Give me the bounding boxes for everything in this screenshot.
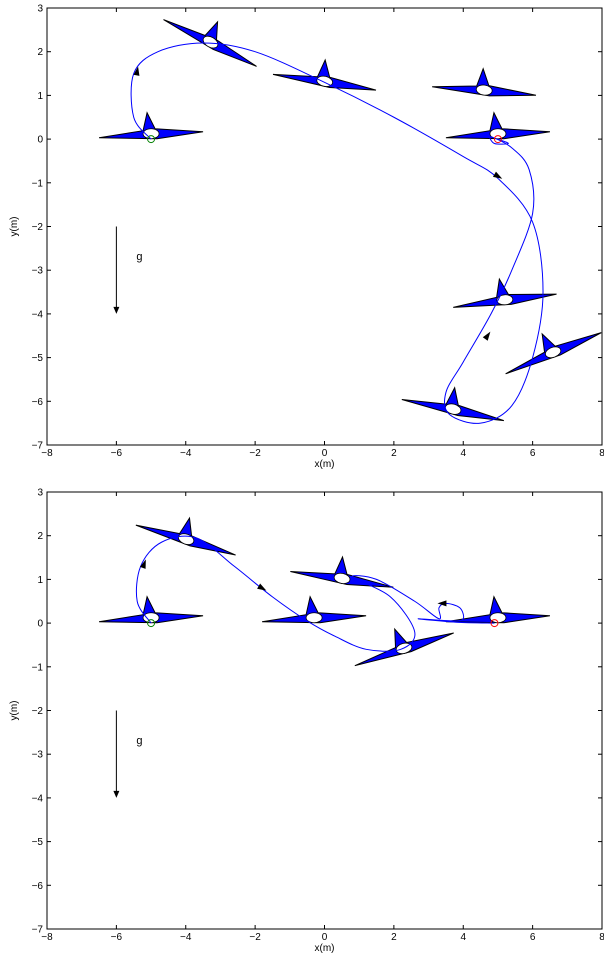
glider-wing xyxy=(445,111,551,140)
glider-wing xyxy=(505,332,602,375)
x-tick-label: 0 xyxy=(322,932,328,943)
glider-wing xyxy=(453,277,557,308)
gravity-label: g xyxy=(136,735,142,747)
glider-snapshot xyxy=(505,332,602,375)
y-tick-label: 3 xyxy=(37,488,43,499)
y-tick-label: 1 xyxy=(37,91,43,102)
glider-body xyxy=(202,35,219,49)
y-tick-label: −5 xyxy=(32,353,44,364)
y-tick-label: −4 xyxy=(32,309,44,320)
glider-snapshot xyxy=(290,555,394,588)
y-axis-label: y(m) xyxy=(9,217,20,237)
x-axis-label: x(m) xyxy=(315,943,335,954)
y-tick-label: −6 xyxy=(32,881,44,892)
x-tick-label: −4 xyxy=(180,932,192,943)
gravity-arrow-head xyxy=(113,306,120,314)
axes-box xyxy=(46,491,603,930)
x-tick-label: 2 xyxy=(391,932,397,943)
x-axis-label: x(m) xyxy=(315,459,335,470)
glider-wing xyxy=(432,67,537,97)
y-tick-label: −6 xyxy=(32,397,44,408)
trajectory-line xyxy=(130,42,544,424)
direction-arrow xyxy=(139,559,146,569)
y-tick-label: −2 xyxy=(32,706,44,717)
glider-snapshot xyxy=(432,67,537,97)
y-tick-label: −7 xyxy=(32,925,44,936)
bottom-plot: −8 −6 −4 −2 0 2 4 6 8 −7 −6 −5 −4 −3 −2 −1 0 1 2 3 x(m) y(m) g xyxy=(9,488,604,955)
glider-body xyxy=(496,294,514,306)
glider-snapshot xyxy=(163,19,257,67)
y-tick-label: 2 xyxy=(37,531,43,542)
x-tick-label: 4 xyxy=(460,448,466,459)
y-tick-label: −3 xyxy=(32,750,44,761)
glider-wing xyxy=(98,111,204,140)
glider-snapshot xyxy=(453,277,557,308)
x-tick-label: 6 xyxy=(530,932,536,943)
y-tick-label: −1 xyxy=(32,662,44,673)
glider-snapshot xyxy=(272,58,377,91)
glider-wing xyxy=(163,19,257,67)
y-tick-label: −4 xyxy=(32,793,44,804)
y-tick-label: −7 xyxy=(32,441,44,452)
start-marker xyxy=(147,619,156,628)
x-tick-label: 0 xyxy=(322,448,328,459)
start-marker xyxy=(147,135,156,144)
direction-arrow xyxy=(133,66,140,76)
glider-snapshot xyxy=(354,627,454,667)
direction-arrow xyxy=(492,171,503,179)
direction-arrow xyxy=(257,583,267,591)
x-tick-label: 2 xyxy=(391,448,397,459)
x-tick-label: 8 xyxy=(599,448,604,459)
end-marker xyxy=(493,135,502,144)
glider-body xyxy=(333,572,351,584)
glider-body xyxy=(142,612,160,624)
top-plot: −8 −6 −4 −2 0 2 4 6 8 −7 −6 −5 −4 −3 −2 −1 0 1 2 3 x(m) y(m) g xyxy=(9,4,604,471)
direction-arrow xyxy=(482,331,491,341)
glider-snapshot xyxy=(262,595,367,624)
y-tick-label: 1 xyxy=(37,575,43,586)
y-tick-label: 3 xyxy=(37,4,43,15)
y-tick-label: 0 xyxy=(37,619,43,630)
glider-snapshot xyxy=(445,111,551,140)
x-tick-label: −6 xyxy=(111,448,123,459)
y-tick-label: −5 xyxy=(32,837,44,848)
y-tick-label: −1 xyxy=(32,178,44,189)
glider-snapshot xyxy=(135,516,236,556)
gravity-arrow-head xyxy=(113,790,120,798)
y-tick-label: −3 xyxy=(32,266,44,277)
y-axis-label: y(m) xyxy=(9,701,20,721)
direction-arrow xyxy=(437,600,447,607)
x-tick-label: −2 xyxy=(249,448,261,459)
glider-wing xyxy=(272,58,377,91)
x-tick-label: −6 xyxy=(111,932,123,943)
glider-body xyxy=(489,128,507,140)
x-tick-label: −2 xyxy=(249,932,261,943)
end-marker xyxy=(490,619,499,628)
glider-wing xyxy=(354,627,454,667)
glider-wing xyxy=(445,595,551,624)
x-tick-label: 6 xyxy=(530,448,536,459)
x-tick-label: −8 xyxy=(41,448,53,459)
glider-body xyxy=(305,612,323,624)
x-tick-label: 8 xyxy=(599,932,604,943)
x-tick-label: −8 xyxy=(41,932,53,943)
glider-body xyxy=(475,84,493,96)
y-tick-label: 0 xyxy=(37,135,43,146)
glider-wing xyxy=(262,595,367,624)
y-tick-label: −2 xyxy=(32,222,44,233)
glider-body xyxy=(544,346,562,359)
x-tick-label: −4 xyxy=(180,448,192,459)
glider-snapshot xyxy=(98,595,204,624)
glider-wing xyxy=(135,516,236,556)
glider-wing xyxy=(98,595,204,624)
gravity-label: g xyxy=(136,251,142,263)
glider-snapshot xyxy=(401,386,505,422)
trajectory-line xyxy=(135,535,495,652)
x-tick-label: 4 xyxy=(460,932,466,943)
glider-wing xyxy=(290,555,394,588)
glider-snapshot xyxy=(98,111,204,140)
y-tick-label: 2 xyxy=(37,47,43,58)
